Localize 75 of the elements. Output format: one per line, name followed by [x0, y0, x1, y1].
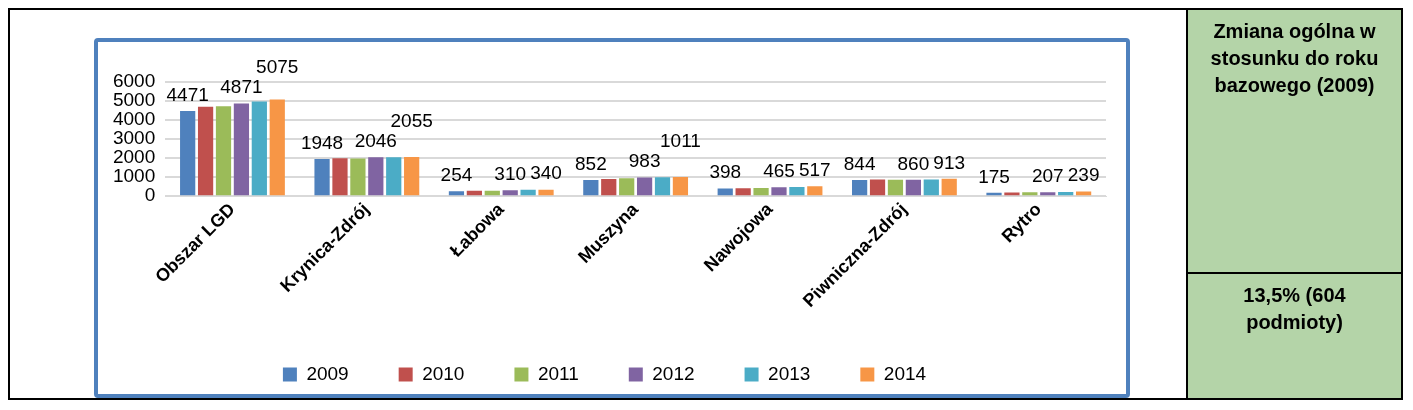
data-label: 4871 — [220, 76, 263, 98]
bar — [404, 157, 420, 196]
legend-label: 2014 — [883, 362, 927, 384]
data-label: 852 — [574, 152, 607, 174]
y-tick-label: 3000 — [112, 127, 156, 149]
data-label: 2055 — [390, 109, 433, 131]
bar — [986, 192, 1002, 196]
y-tick-label: 2000 — [112, 146, 156, 168]
bar — [215, 106, 232, 196]
bar — [520, 189, 536, 196]
bar — [852, 180, 868, 196]
bar — [197, 106, 214, 196]
bar — [448, 191, 465, 196]
legend-label: 2010 — [422, 362, 465, 384]
data-label: 175 — [978, 165, 1010, 187]
data-label: 398 — [709, 161, 742, 183]
bar — [789, 187, 805, 196]
legend-label: 2012 — [652, 362, 695, 384]
bar — [672, 176, 689, 196]
data-label: 983 — [628, 150, 661, 172]
y-tick-label: 4000 — [112, 108, 156, 130]
bar — [753, 187, 769, 196]
bar — [538, 189, 554, 196]
bar — [654, 177, 671, 196]
legend-label: 2011 — [537, 362, 579, 384]
legend-label: 2013 — [768, 362, 811, 384]
legend-label: 2009 — [306, 362, 349, 384]
bar — [735, 188, 751, 196]
bar — [502, 190, 518, 196]
data-label: 239 — [1067, 164, 1100, 186]
text: Zmiana ogólna w stosunku do roku bazowego (2009) — [1209, 19, 1380, 98]
bar — [771, 187, 787, 196]
bar — [905, 179, 921, 196]
bar — [1022, 192, 1038, 196]
bar — [350, 158, 366, 196]
bar — [1058, 191, 1074, 196]
bar — [583, 179, 599, 196]
text: 13,5% (604 podmioty) — [1188, 272, 1401, 398]
bar — [233, 103, 250, 196]
bar — [807, 186, 823, 196]
data-label: 2046 — [354, 129, 397, 151]
bar — [923, 179, 939, 196]
bar — [368, 157, 384, 196]
bar — [619, 178, 635, 196]
bar — [636, 177, 653, 196]
bar — [314, 159, 330, 196]
data-label: 310 — [494, 162, 527, 184]
bar — [601, 179, 617, 196]
bar — [251, 101, 267, 196]
data-label: 5075 — [256, 56, 299, 78]
data-label: 913 — [933, 151, 966, 173]
bar — [180, 111, 196, 196]
data-label: 1948 — [300, 131, 344, 153]
bar — [332, 158, 348, 196]
bar — [269, 99, 285, 196]
bar — [887, 179, 904, 196]
data-label: 465 — [763, 160, 795, 182]
bar — [941, 178, 957, 196]
data-label: 1011 — [660, 130, 701, 152]
data-label: 517 — [798, 159, 831, 181]
bar — [1040, 192, 1056, 196]
data-label: 860 — [897, 152, 930, 174]
y-tick-label: 0 — [144, 184, 156, 206]
bar — [466, 190, 482, 196]
data-label: 4471 — [166, 83, 209, 105]
data-label: 844 — [843, 152, 876, 174]
y-tick-label: 6000 — [112, 70, 156, 92]
data-label: 207 — [1031, 164, 1064, 186]
y-tick-label: 5000 — [112, 89, 156, 111]
data-label: 254 — [440, 164, 473, 186]
y-tick-label: 1000 — [112, 165, 156, 187]
bar — [717, 188, 733, 196]
bar — [869, 179, 886, 196]
data-label: 340 — [530, 162, 562, 184]
bar — [386, 157, 402, 196]
